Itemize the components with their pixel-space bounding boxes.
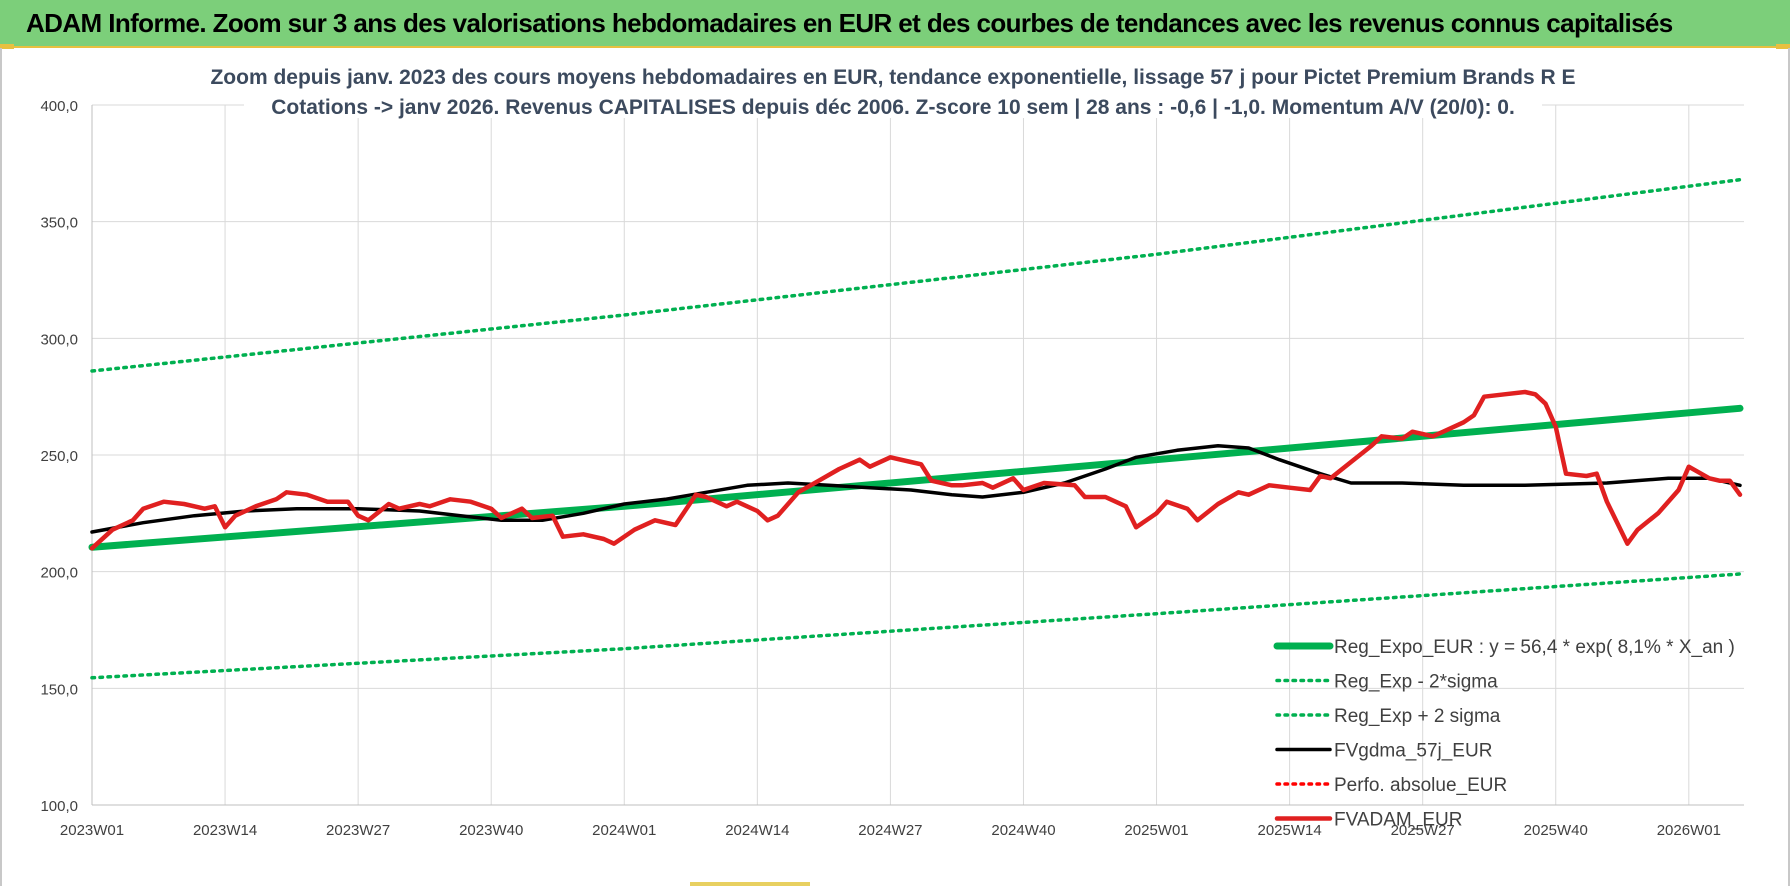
x-tick-label: 2025W01 <box>1124 822 1188 839</box>
x-tick-label: 2023W01 <box>60 822 124 839</box>
banner-accent-right <box>1776 44 1790 49</box>
chart-title-line-1: Zoom depuis janv. 2023 des cours moyens … <box>210 66 1575 89</box>
x-tick-label: 2023W14 <box>193 822 257 839</box>
line-chart: 400,0 350,0 300,0 250,0 200,0 150,0 100,0 2023… <box>40 56 1744 839</box>
y-tick-label: 200,0 <box>40 565 78 582</box>
x-tick-label: 2025W40 <box>1524 822 1588 839</box>
x-tick-label: 2024W14 <box>725 822 789 839</box>
y-tick-label: 300,0 <box>40 331 78 348</box>
y-tick-label: 150,0 <box>40 681 78 698</box>
legend-label: Reg_Exp + 2 sigma <box>1334 706 1501 727</box>
banner-accent-left <box>0 44 14 49</box>
series-line <box>88 404 1744 551</box>
x-tick-label: 2024W40 <box>991 822 1055 839</box>
chart-legend: Reg_Expo_EUR : y = 56,4 * exp( 8,1% * X_… <box>1273 637 1735 831</box>
series-line <box>89 389 1743 551</box>
report-title: ADAM Informe. Zoom sur 3 ans des valoris… <box>26 8 1673 38</box>
chart-title-background <box>244 56 1542 118</box>
x-tick-label: 2025W27 <box>1391 822 1455 839</box>
x-tick-label: 2026W01 <box>1657 822 1721 839</box>
x-tick-label: 2023W40 <box>459 822 523 839</box>
legend-label: FVgdma_57j_EUR <box>1334 741 1492 762</box>
legend-label: Reg_Expo_EUR : y = 56,4 * exp( 8,1% * X_… <box>1334 637 1735 658</box>
legend-label: Reg_Exp - 2*sigma <box>1334 672 1498 693</box>
chart-panel: 400,0 350,0 300,0 250,0 200,0 150,0 100,0 2023… <box>0 48 1790 886</box>
series-line <box>90 443 1742 534</box>
legend-label: Perfo. absolue_EUR <box>1334 775 1507 796</box>
chart-series <box>88 177 1744 680</box>
x-tick-label: 2025W14 <box>1258 822 1322 839</box>
x-axis: 2023W01 2023W14 2023W27 2023W40 2024W01 2024W… <box>60 804 1744 839</box>
chart-grid <box>91 104 1744 806</box>
series-line <box>90 177 1742 373</box>
y-axis: 400,0 350,0 300,0 250,0 200,0 150,0 100,0 <box>40 98 93 815</box>
report-banner: ADAM Informe. Zoom sur 3 ans des valoris… <box>0 0 1790 48</box>
y-tick-label: 250,0 <box>40 448 78 465</box>
chart-title-line-2: Cotations -> janv 2026. Revenus CAPITALI… <box>271 96 1515 119</box>
y-tick-label: 350,0 <box>40 215 78 232</box>
legend-label: FVADAM_EUR <box>1334 810 1462 831</box>
x-tick-label: 2024W01 <box>592 822 656 839</box>
series-line <box>90 572 1742 680</box>
y-tick-label: 100,0 <box>40 798 78 815</box>
bottom-accent <box>690 882 810 886</box>
x-tick-label: 2024W27 <box>858 822 922 839</box>
chart-title-box: Zoom depuis janv. 2023 des cours moyens … <box>210 56 1576 119</box>
y-tick-label: 400,0 <box>40 98 78 115</box>
x-tick-label: 2023W27 <box>326 822 390 839</box>
